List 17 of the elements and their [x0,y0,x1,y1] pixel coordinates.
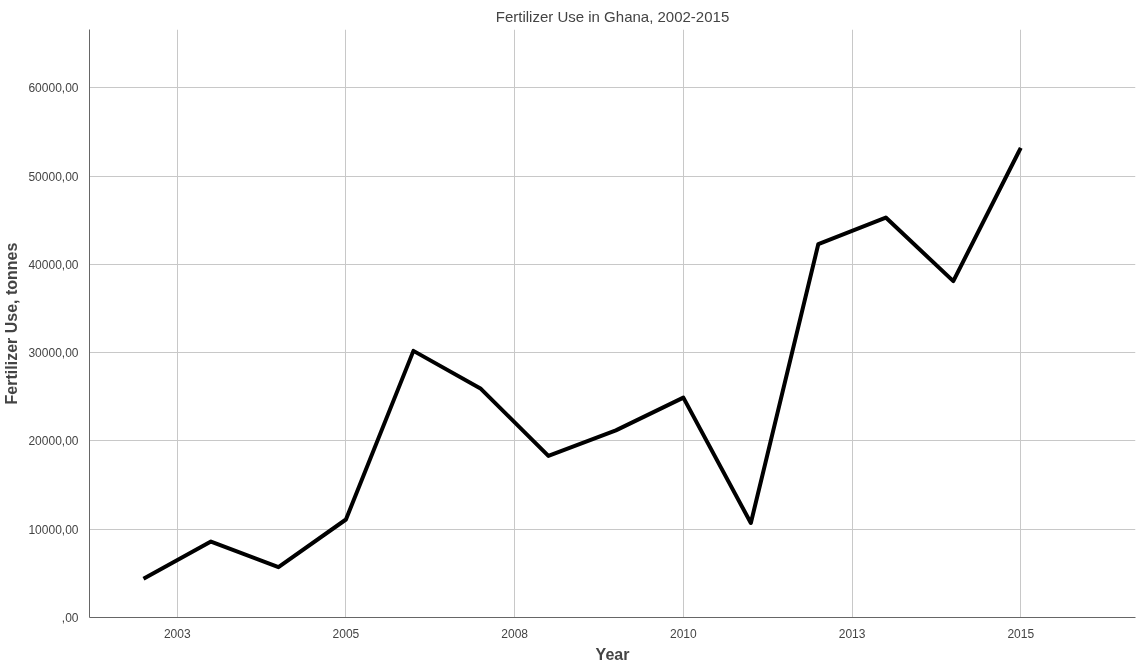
y-tick-label: 10000,00 [28,522,79,537]
x-tick-label: 2005 [332,626,360,641]
y-tick-label: 30000,00 [28,346,79,361]
y-tick-label: ,00 [61,611,79,625]
x-tick-label: 2003 [163,626,191,641]
x-axis-title: Year [595,645,630,663]
y-axis-title: Fertilizer Use, tonnes [3,242,21,405]
x-tick-label: 2008 [501,626,529,641]
y-tick-label: 50000,00 [28,169,79,184]
y-tick-label: 40000,00 [28,257,79,272]
x-tick-label: 2010 [670,626,698,641]
x-tick-label: 2013 [838,626,866,641]
line-series [141,145,1023,581]
y-tick-label: 20000,00 [28,434,79,449]
x-tick-label: 2015 [1007,626,1035,641]
chart-title: Fertilizer Use in Ghana, 2002-2015 [495,7,730,25]
y-tick-label: 60000,00 [28,81,79,96]
